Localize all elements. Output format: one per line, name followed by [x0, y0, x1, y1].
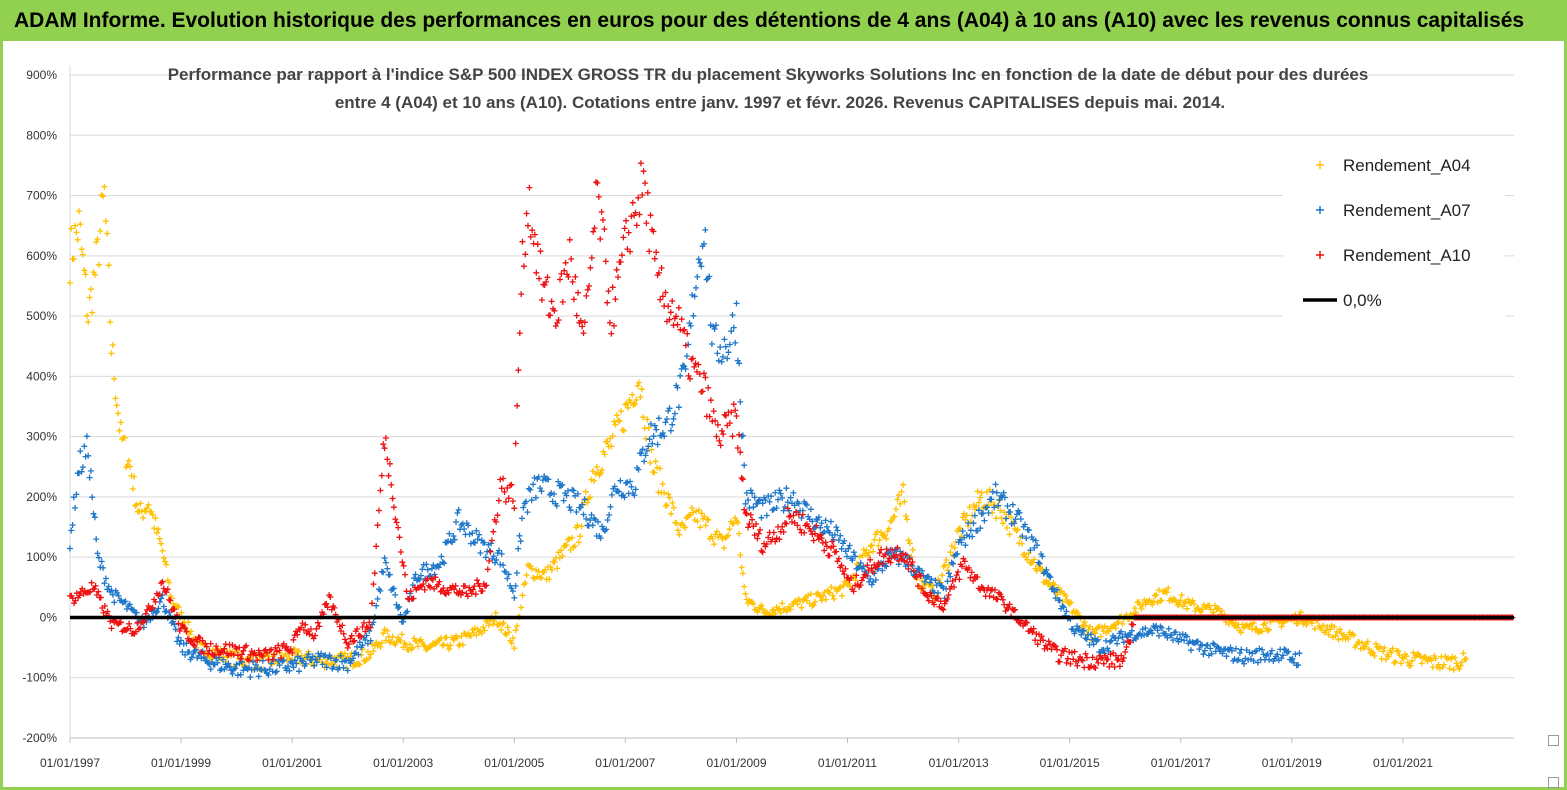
x-tick-label: 01/01/1997 — [40, 756, 100, 770]
legend-marker-icon — [1316, 206, 1324, 214]
legend: Rendement_A04 Rendement_A07 Rendement_A10 0… — [1283, 140, 1505, 318]
x-tick-label: 01/01/1999 — [151, 756, 211, 770]
chart-title-line-2: entre 4 (A04) et 10 ans (A10). Cotations… — [335, 93, 1225, 112]
legend-label: 0,0% — [1343, 291, 1382, 310]
legend-marker-icon — [1316, 161, 1324, 169]
y-tick-label: 0% — [40, 610, 58, 624]
legend-label: Rendement_A10 — [1343, 246, 1471, 265]
resize-handle-icon[interactable] — [1548, 735, 1559, 746]
series-Rendement_A07 — [67, 226, 1303, 681]
legend-label: Rendement_A07 — [1343, 201, 1471, 220]
y-tick-label: -200% — [22, 731, 57, 745]
x-tick-label: 01/01/2001 — [262, 756, 322, 770]
y-tick-label: 900% — [26, 68, 57, 82]
x-tick-label: 01/01/2015 — [1040, 756, 1100, 770]
x-tick-label: 01/01/2019 — [1262, 756, 1322, 770]
legend-marker-icon — [1316, 251, 1324, 259]
x-tick-label: 01/01/2011 — [818, 756, 877, 770]
series-markers-Rendement_A07 — [67, 226, 1303, 681]
page-banner-title: ADAM Informe. Evolution historique des p… — [0, 0, 1567, 41]
y-tick-label: 300% — [26, 430, 57, 444]
chart-title-line-1: Performance par rapport à l'indice S&P 5… — [168, 65, 1369, 84]
x-tick-label: 01/01/2017 — [1151, 756, 1211, 770]
x-tick-label: 01/01/2021 — [1373, 756, 1433, 770]
y-tick-label: -100% — [22, 671, 57, 685]
y-tick-label: 400% — [26, 369, 57, 383]
x-tick-label: 01/01/2003 — [373, 756, 433, 770]
series-markers-Rendement_A04 — [67, 183, 1470, 673]
y-tick-label: 700% — [26, 189, 57, 203]
series-Rendement_A04 — [67, 183, 1470, 673]
x-tick-label: 01/01/2009 — [706, 756, 766, 770]
x-tick-label: 01/01/2007 — [595, 756, 655, 770]
y-tick-label: 800% — [26, 128, 57, 142]
y-tick-label: 200% — [26, 490, 57, 504]
legend-box — [1283, 140, 1505, 318]
x-tick-label: 01/01/2005 — [484, 756, 544, 770]
y-tick-label: 500% — [26, 309, 57, 323]
y-tick-label: 600% — [26, 249, 57, 263]
resize-handle-icon[interactable] — [1548, 777, 1559, 788]
chart-title: Performance par rapport à l'indice S&P 5… — [168, 65, 1369, 112]
x-tick-label: 01/01/2013 — [929, 756, 989, 770]
y-tick-label: 100% — [26, 550, 57, 564]
data-series — [67, 160, 1516, 681]
legend-label: Rendement_A04 — [1343, 156, 1471, 175]
axes: 900% 800% 700% 600% 500% 400% 300% 200% 100% 0% -1… — [22, 65, 1514, 770]
